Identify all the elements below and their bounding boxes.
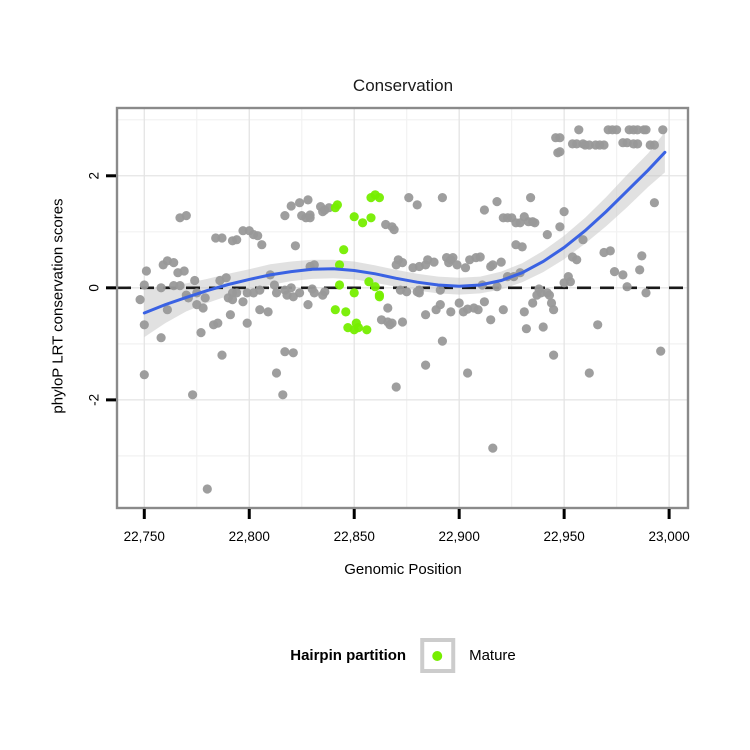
- scatter-points-mature: [330, 190, 384, 335]
- x-axis-ticks: [142, 509, 671, 519]
- y-axis-title: phyloP LRT conservation scores: [49, 198, 67, 414]
- y-axis-ticks: [106, 174, 116, 402]
- x-tick-labels: 22,750 22,800 22,850 22,900 22,950 23,000: [124, 529, 690, 544]
- svg-text:22,900: 22,900: [439, 529, 480, 544]
- svg-text:-2: -2: [87, 394, 102, 406]
- scatter-points-background: [135, 125, 668, 494]
- chart-title: Conservation: [352, 76, 454, 95]
- panel-background: [117, 108, 688, 508]
- svg-text:0: 0: [87, 284, 102, 292]
- svg-text:22,750: 22,750: [124, 529, 165, 544]
- legend-key-box: [420, 638, 456, 673]
- legend: Hairpin partition Mature: [290, 638, 516, 673]
- y-tick-labels: 2 0 -2: [87, 172, 102, 406]
- panel-border: [115, 106, 690, 510]
- svg-text:22,850: 22,850: [334, 529, 375, 544]
- svg-text:23,000: 23,000: [648, 529, 689, 544]
- svg-text:2: 2: [87, 172, 102, 180]
- mature-point-icon: [432, 650, 443, 661]
- legend-item-label: Mature: [469, 647, 516, 664]
- svg-text:22,800: 22,800: [229, 529, 270, 544]
- svg-text:22,950: 22,950: [543, 529, 584, 544]
- legend-title: Hairpin partition: [290, 647, 407, 664]
- smooth-line: [142, 150, 667, 315]
- x-axis-title: Genomic Position: [344, 561, 462, 578]
